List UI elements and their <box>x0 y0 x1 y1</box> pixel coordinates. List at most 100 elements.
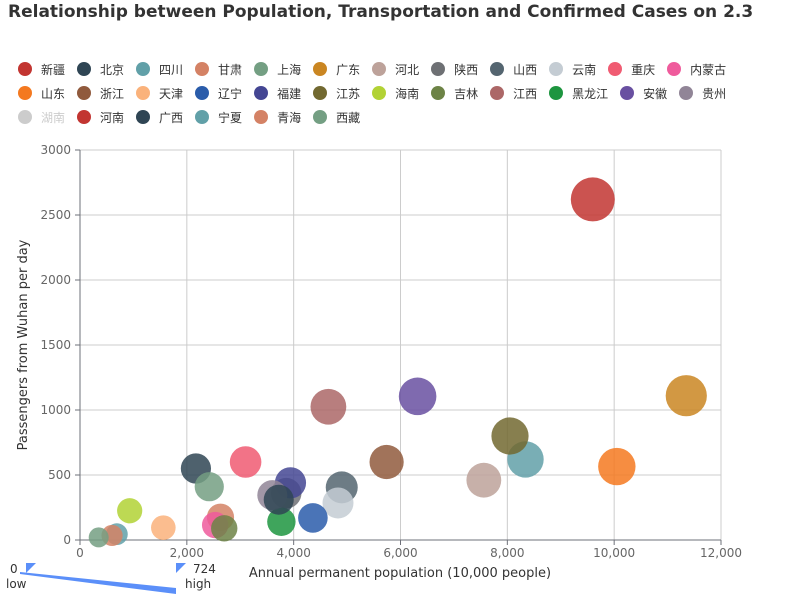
bubble-point[interactable] <box>211 515 238 542</box>
legend-item[interactable]: 海南 <box>372 84 419 102</box>
legend-marker <box>620 86 635 100</box>
visual-map-handle-low[interactable] <box>26 563 36 573</box>
legend-item[interactable]: 河北 <box>372 60 419 78</box>
legend-marker <box>254 86 269 100</box>
legend-marker <box>431 86 446 100</box>
bubble-point[interactable] <box>665 375 707 417</box>
legend-marker <box>549 62 564 76</box>
legend-item[interactable]: 甘肃 <box>195 60 242 78</box>
y-tick-label: 1000 <box>40 403 71 417</box>
legend-item[interactable]: 重庆 <box>608 60 655 78</box>
legend-item[interactable]: 江苏 <box>313 84 360 102</box>
bubble-point[interactable] <box>398 377 437 416</box>
legend-item[interactable]: 辽宁 <box>195 84 242 102</box>
legend-label: 河南 <box>100 110 125 125</box>
legend-label: 上海 <box>277 62 302 77</box>
x-axis-label: Annual permanent population (10,000 peop… <box>249 566 551 581</box>
legend-label: 新疆 <box>41 62 66 77</box>
legend-label: 广西 <box>159 110 184 125</box>
legend-marker <box>490 86 505 100</box>
legend-marker <box>490 62 505 76</box>
legend-label: 青海 <box>277 110 302 125</box>
legend-marker <box>254 62 269 76</box>
legend-marker <box>136 86 151 100</box>
legend-item[interactable]: 新疆 <box>18 60 65 78</box>
legend-label: 北京 <box>100 62 125 77</box>
legend-label: 海南 <box>395 86 420 101</box>
legend-label: 内蒙古 <box>690 62 727 77</box>
legend-label: 广东 <box>336 62 361 77</box>
legend-marker <box>549 86 564 100</box>
legend-item[interactable]: 黑龙江 <box>549 84 608 102</box>
legend-marker <box>372 86 387 100</box>
legend-marker <box>195 86 210 100</box>
legend-marker <box>195 62 210 76</box>
legend-item[interactable]: 福建 <box>254 84 301 102</box>
x-tick-label: 12,000 <box>700 546 742 560</box>
legend-item[interactable]: 宁夏 <box>195 108 242 126</box>
bubble-point[interactable] <box>466 462 502 498</box>
legend-label: 甘肃 <box>218 62 243 77</box>
legend-item[interactable]: 山东 <box>18 84 65 102</box>
bubble-point[interactable] <box>598 447 636 486</box>
legend-item[interactable]: 江西 <box>490 84 537 102</box>
bubble-point[interactable] <box>491 417 529 455</box>
bubble-point[interactable] <box>570 177 615 222</box>
x-tick-label: 6,000 <box>383 546 417 560</box>
legend-marker <box>254 110 269 124</box>
legend-marker <box>195 110 210 124</box>
legend-marker <box>136 110 151 124</box>
legend-label: 陕西 <box>454 62 479 77</box>
legend-marker <box>77 86 92 100</box>
legend-item[interactable]: 陕西 <box>431 60 478 78</box>
legend-item[interactable]: 河南 <box>77 108 124 126</box>
y-tick-label: 3000 <box>40 143 71 157</box>
legend-item[interactable]: 浙江 <box>77 84 124 102</box>
bubble-point[interactable] <box>263 484 294 515</box>
legend-marker <box>313 62 328 76</box>
legend-item[interactable]: 北京 <box>77 60 124 78</box>
bubble-point[interactable] <box>322 487 354 519</box>
visual-map-max-label: 724 <box>193 562 216 576</box>
legend-marker <box>608 62 623 76</box>
legend-item[interactable]: 山西 <box>490 60 537 78</box>
legend-label: 宁夏 <box>218 110 243 125</box>
bubble-point[interactable] <box>194 472 224 502</box>
legend-item[interactable]: 天津 <box>136 84 183 102</box>
bubble-point[interactable] <box>117 498 143 524</box>
y-tick-label: 1500 <box>40 338 71 352</box>
visual-map-handle-high[interactable] <box>176 563 186 573</box>
bubble-point[interactable] <box>267 507 296 536</box>
visual-map[interactable]: 0 724 low high <box>0 560 216 600</box>
bubble-point[interactable] <box>151 515 176 540</box>
legend-item[interactable]: 四川 <box>136 60 183 78</box>
legend-label: 河北 <box>395 62 420 77</box>
legend-item[interactable]: 内蒙古 <box>667 60 726 78</box>
bubble-point[interactable] <box>369 444 404 480</box>
legend-item[interactable]: 西藏 <box>313 108 360 126</box>
bubble-point[interactable] <box>88 527 109 548</box>
legend-item[interactable]: 湖南 <box>18 108 65 126</box>
legend-label: 吉林 <box>454 86 479 101</box>
legend-marker <box>679 86 694 100</box>
legend-item[interactable]: 上海 <box>254 60 301 78</box>
y-tick-label: 500 <box>48 468 71 482</box>
visual-map-graphic[interactable] <box>0 560 200 600</box>
legend-marker <box>372 62 387 76</box>
legend-label: 福建 <box>277 86 302 101</box>
legend-item[interactable]: 吉林 <box>431 84 478 102</box>
legend-item[interactable]: 贵州 <box>679 84 726 102</box>
legend-marker <box>77 110 92 124</box>
bubble-point[interactable] <box>310 388 347 425</box>
visual-map-low-text: low <box>6 577 27 591</box>
legend-item[interactable]: 云南 <box>549 60 596 78</box>
legend-item[interactable]: 安徽 <box>620 84 667 102</box>
legend-item[interactable]: 广西 <box>136 108 183 126</box>
bubble-point[interactable] <box>229 446 262 478</box>
legend-item[interactable]: 青海 <box>254 108 301 126</box>
legend-item[interactable]: 广东 <box>313 60 360 78</box>
bubble-point[interactable] <box>298 503 328 533</box>
legend-label: 天津 <box>159 86 184 101</box>
x-tick-label: 8,000 <box>490 546 524 560</box>
